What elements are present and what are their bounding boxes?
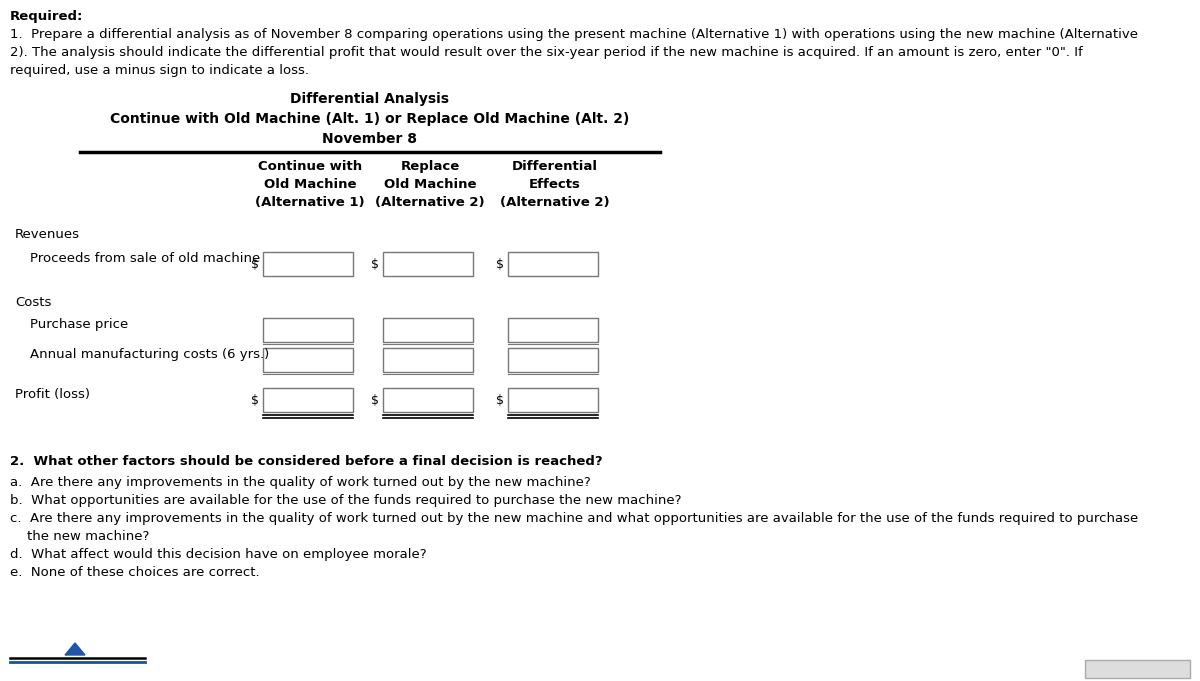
Text: e.  None of these choices are correct.: e. None of these choices are correct. bbox=[10, 566, 259, 579]
Polygon shape bbox=[65, 643, 85, 655]
Text: Continue with Old Machine (Alt. 1) or Replace Old Machine (Alt. 2): Continue with Old Machine (Alt. 1) or Re… bbox=[110, 112, 630, 126]
Bar bbox=[383, 388, 473, 412]
Text: $: $ bbox=[251, 394, 259, 407]
Bar bbox=[508, 348, 598, 372]
Text: Differential: Differential bbox=[512, 160, 598, 173]
Bar bbox=[383, 318, 473, 342]
Text: Costs: Costs bbox=[14, 296, 52, 309]
Text: Replace: Replace bbox=[401, 160, 460, 173]
Text: Differential Analysis: Differential Analysis bbox=[290, 92, 450, 106]
Text: 1.  Prepare a differential analysis as of November 8 comparing operations using : 1. Prepare a differential analysis as of… bbox=[10, 28, 1138, 41]
Text: November 8: November 8 bbox=[323, 132, 418, 146]
Bar bbox=[263, 318, 353, 342]
Text: the new machine?: the new machine? bbox=[10, 530, 149, 543]
Bar bbox=[508, 388, 598, 412]
Text: (Alternative 2): (Alternative 2) bbox=[376, 196, 485, 209]
Text: Purchase price: Purchase price bbox=[30, 318, 128, 331]
Text: Old Machine: Old Machine bbox=[264, 178, 356, 191]
Bar bbox=[263, 252, 353, 276]
Text: Old Machine: Old Machine bbox=[384, 178, 476, 191]
Bar bbox=[263, 388, 353, 412]
Text: required, use a minus sign to indicate a loss.: required, use a minus sign to indicate a… bbox=[10, 64, 310, 77]
Text: Effects: Effects bbox=[529, 178, 581, 191]
Text: Required:: Required: bbox=[10, 10, 83, 23]
Bar bbox=[383, 252, 473, 276]
Text: $: $ bbox=[251, 257, 259, 270]
Text: Revenues: Revenues bbox=[14, 228, 80, 241]
Text: Proceeds from sale of old machine: Proceeds from sale of old machine bbox=[30, 252, 260, 265]
Text: 2.  What other factors should be considered before a final decision is reached?: 2. What other factors should be consider… bbox=[10, 455, 602, 468]
Text: c.  Are there any improvements in the quality of work turned out by the new mach: c. Are there any improvements in the qua… bbox=[10, 512, 1139, 525]
Bar bbox=[263, 348, 353, 372]
Text: $: $ bbox=[371, 394, 379, 407]
Bar bbox=[508, 252, 598, 276]
Text: b.  What opportunities are available for the use of the funds required to purcha: b. What opportunities are available for … bbox=[10, 494, 682, 507]
Bar bbox=[383, 348, 473, 372]
Text: 2). The analysis should indicate the differential profit that would result over : 2). The analysis should indicate the dif… bbox=[10, 46, 1082, 59]
Text: $: $ bbox=[496, 257, 504, 270]
Text: (Alternative 1): (Alternative 1) bbox=[256, 196, 365, 209]
Text: $: $ bbox=[371, 257, 379, 270]
Bar bbox=[508, 318, 598, 342]
Text: d.  What affect would this decision have on employee morale?: d. What affect would this decision have … bbox=[10, 548, 427, 561]
Text: Profit (loss): Profit (loss) bbox=[14, 388, 90, 401]
Text: Annual manufacturing costs (6 yrs.): Annual manufacturing costs (6 yrs.) bbox=[30, 348, 269, 361]
Bar bbox=[1085, 660, 1190, 678]
Text: $: $ bbox=[496, 394, 504, 407]
Text: Continue with: Continue with bbox=[258, 160, 362, 173]
Text: a.  Are there any improvements in the quality of work turned out by the new mach: a. Are there any improvements in the qua… bbox=[10, 476, 590, 489]
Text: (Alternative 2): (Alternative 2) bbox=[500, 196, 610, 209]
